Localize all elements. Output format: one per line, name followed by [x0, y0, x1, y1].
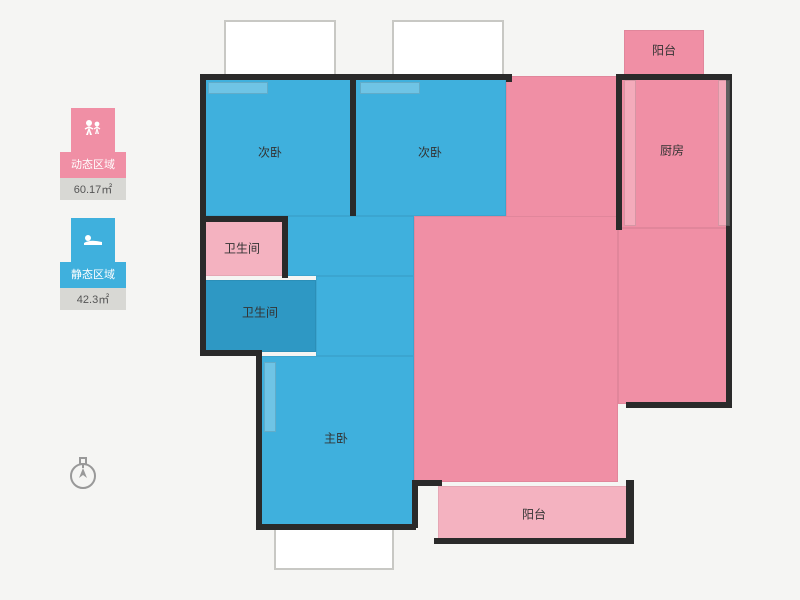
- wall-12: [434, 538, 634, 544]
- furniture-0: [624, 80, 636, 226]
- compass-icon: [64, 454, 102, 492]
- room-label-master: 主卧: [324, 430, 348, 447]
- legend: 动态区域 60.17㎡ 静态区域 42.3㎡: [60, 108, 126, 328]
- wall-10: [412, 480, 442, 486]
- wall-8: [256, 524, 416, 530]
- room-balcony-top-2: [392, 20, 504, 76]
- wall-5: [200, 278, 206, 354]
- legend-static-value: 42.3㎡: [60, 288, 126, 310]
- room-label-bedroom2a: 次卧: [258, 144, 282, 161]
- legend-dynamic-value: 60.17㎡: [60, 178, 126, 200]
- wall-9: [412, 480, 418, 528]
- wall-14: [350, 76, 356, 216]
- room-label-balcony-bottom: 阳台: [522, 506, 546, 523]
- room-living-ext2: [618, 228, 728, 404]
- room-label-bedroom2b: 次卧: [418, 144, 442, 161]
- sleep-icon: [71, 218, 115, 262]
- wall-1: [506, 74, 512, 82]
- furniture-2: [208, 82, 268, 94]
- wall-17: [200, 216, 288, 222]
- wall-16: [282, 218, 288, 278]
- room-label-bath1: 卫生间: [224, 240, 260, 257]
- room-hall-static: [284, 216, 414, 276]
- room-label-balcony-kitchen: 阳台: [652, 42, 676, 59]
- legend-dynamic: 动态区域 60.17㎡: [60, 108, 126, 200]
- room-living-ext: [414, 216, 618, 482]
- wall-7: [256, 350, 262, 528]
- wall-13: [626, 402, 732, 408]
- wall-3: [200, 74, 206, 280]
- wall-15: [616, 76, 622, 230]
- room-balcony-master: [274, 526, 394, 570]
- room-hall-static2: [316, 276, 414, 356]
- people-icon: [71, 108, 115, 152]
- wall-11: [626, 480, 634, 544]
- room-balcony-top-1: [224, 20, 336, 76]
- furniture-4: [264, 362, 276, 432]
- legend-dynamic-title: 动态区域: [60, 152, 126, 178]
- legend-static-title: 静态区域: [60, 262, 126, 288]
- legend-static: 静态区域 42.3㎡: [60, 218, 126, 310]
- floor-plan: 阳台次卧次卧厨房客餐厅卫生间卫生间主卧阳台: [178, 20, 760, 580]
- room-label-bath2: 卫生间: [242, 304, 278, 321]
- room-label-kitchen: 厨房: [660, 142, 684, 159]
- furniture-3: [360, 82, 420, 94]
- wall-6: [200, 350, 260, 356]
- furniture-1: [718, 80, 730, 226]
